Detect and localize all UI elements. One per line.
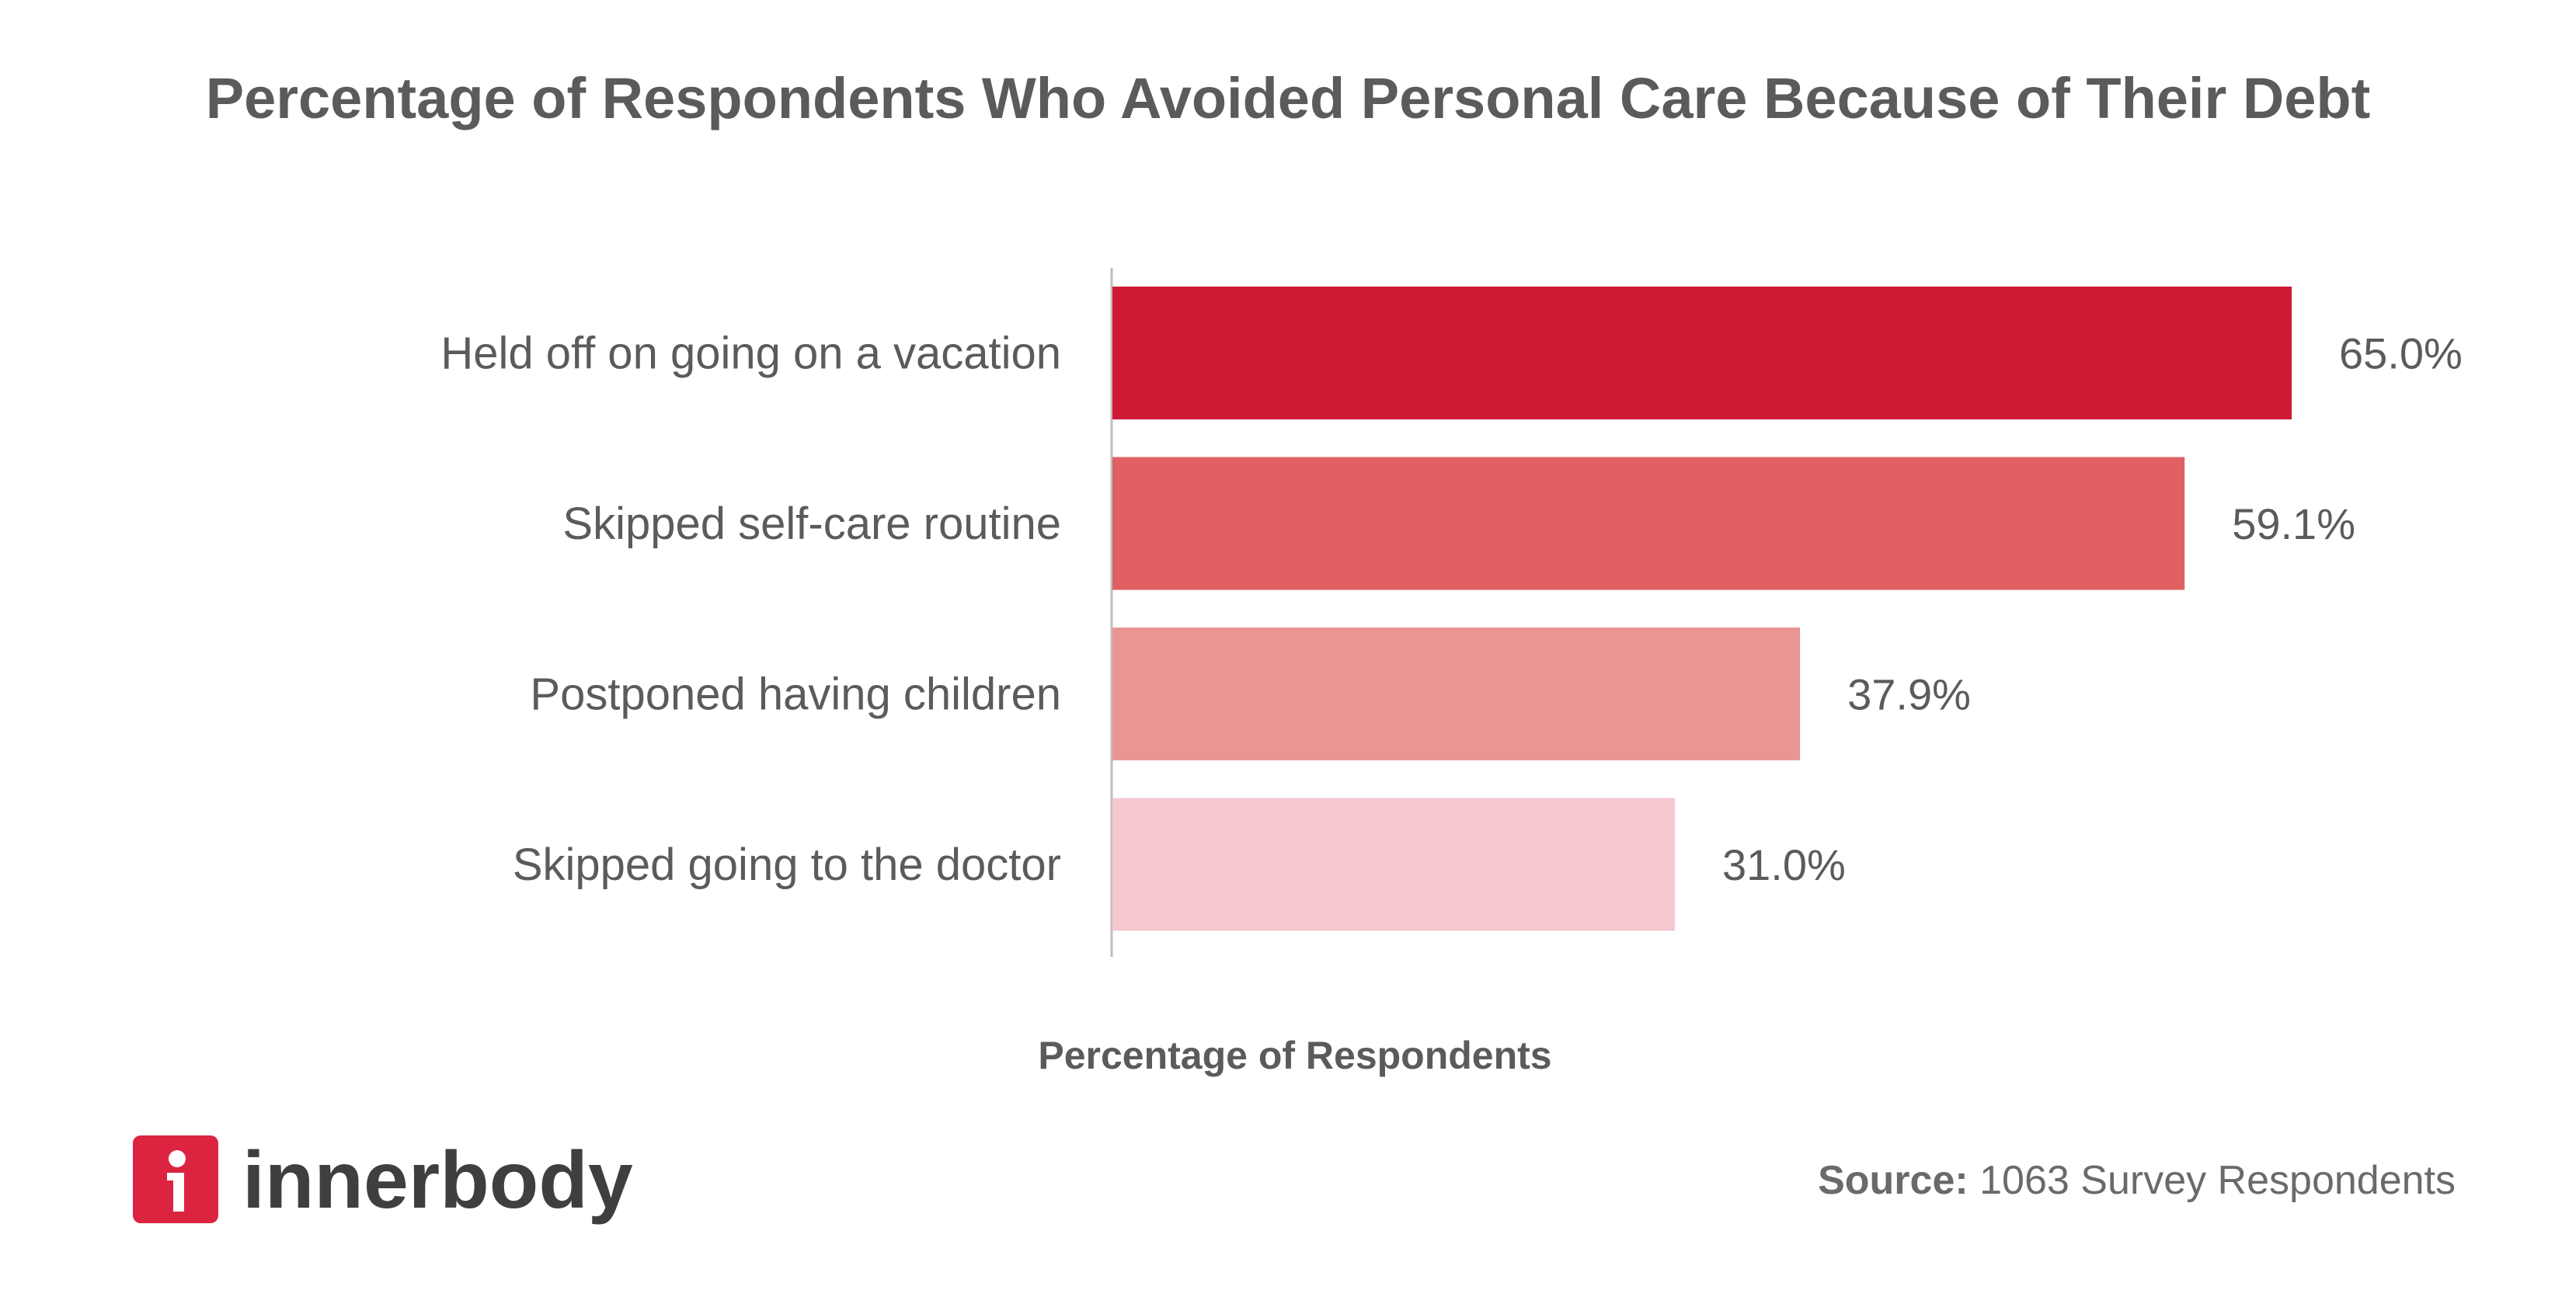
bar-2 [1112, 628, 1801, 760]
innerbody-logo: innerbody [133, 1135, 633, 1226]
category-label: Held off on going on a vacation [440, 329, 1061, 379]
bar-3 [1112, 798, 1675, 931]
bars: Held off on going on a vacation 65.0% Skip… [440, 287, 2463, 931]
logo-i-dot [169, 1150, 186, 1167]
logo-i-stem [167, 1173, 184, 1212]
bar-0 [1112, 287, 2292, 419]
category-label: Skipped self-care routine [562, 499, 1061, 549]
category-label: Postponed having children [530, 669, 1061, 720]
source-label: Source: [1818, 1158, 1969, 1203]
value-label: 65.0% [2339, 329, 2463, 378]
bar-1 [1112, 457, 2185, 590]
chart-title: Percentage of Respondents Who Avoided Pe… [206, 66, 2371, 130]
category-label: Skipped going to the doctor [513, 840, 1061, 890]
value-label: 59.1% [2232, 499, 2355, 548]
value-label: 37.9% [1847, 670, 1971, 719]
source-text: 1063 Survey Respondents [1979, 1158, 2456, 1203]
source-note: Source: 1063 Survey Respondents [1818, 1158, 2456, 1203]
x-axis-label: Percentage of Respondents [1038, 1034, 1551, 1077]
value-label: 31.0% [1722, 840, 1846, 889]
brand-name: innerbody [242, 1135, 633, 1226]
